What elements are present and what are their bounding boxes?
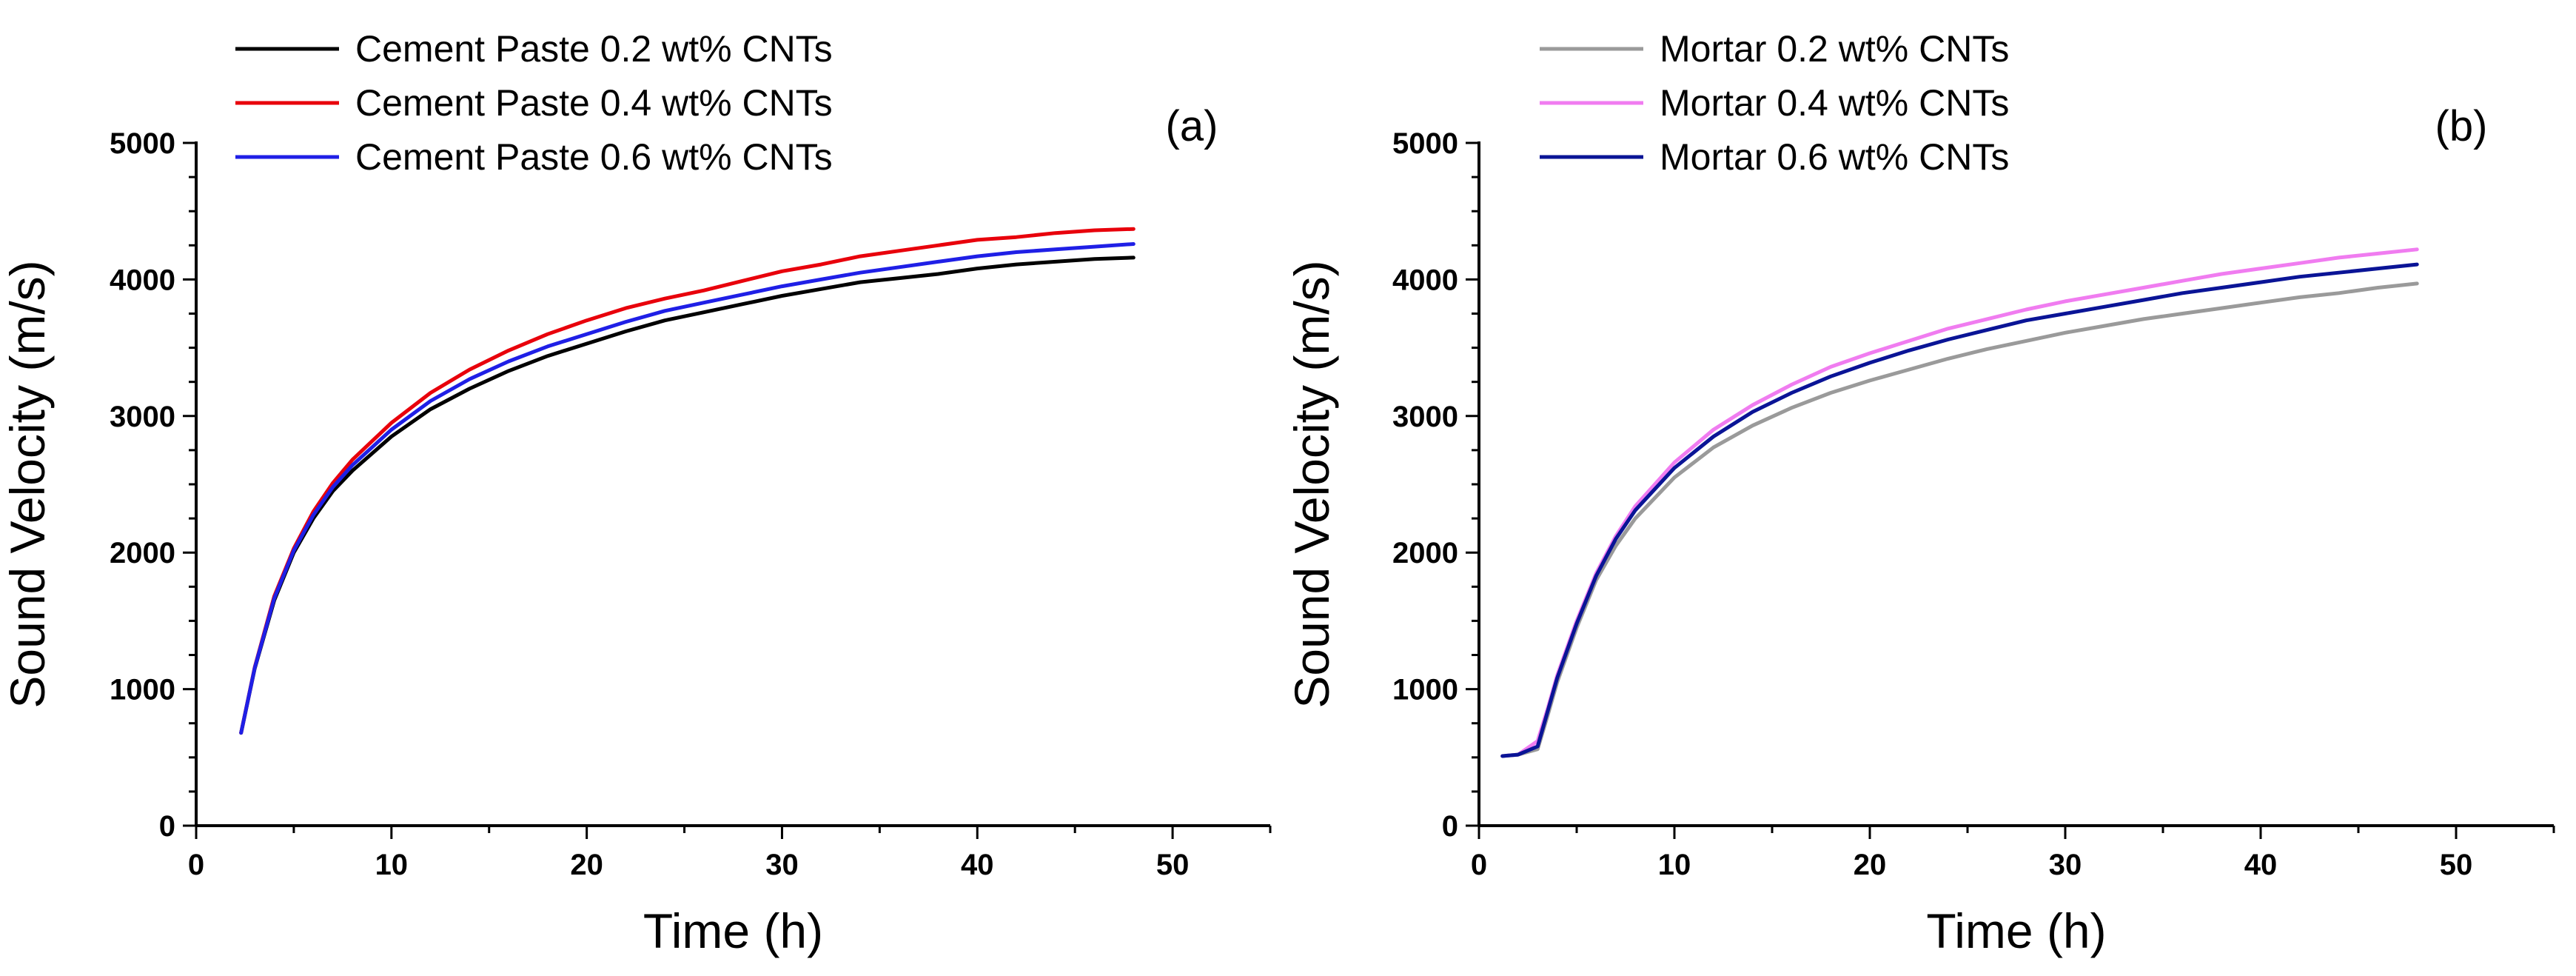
panel-b-chart: 0 10 20 30 40 50 0 1000 2000 3000 4000 5000 Time (h)… — [1284, 28, 2555, 958]
y-tick-label: 2000 — [110, 537, 175, 569]
series-line-1 — [1500, 281, 2419, 758]
y-tick-label: 0 — [159, 810, 175, 843]
series-line-2 — [1500, 247, 2419, 758]
legend-label: Mortar 0.6 wt% CNTs — [1660, 136, 2009, 178]
panel-a-chart: 0 10 20 30 40 50 0 1000 2000 3000 4000 5000 Time (h)… — [0, 28, 1272, 958]
x-tick-label: 50 — [2440, 849, 2473, 881]
x-tick-label: 20 — [570, 849, 603, 881]
y-tick-label: 4000 — [1392, 264, 1458, 296]
x-tick-label: 30 — [2049, 849, 2082, 881]
x-tick-label: 20 — [1854, 849, 1887, 881]
x-axis-title: Time (h) — [1926, 903, 2106, 958]
panel-label: (a) — [1166, 102, 1218, 150]
x-tick-label: 40 — [961, 849, 994, 881]
y-tick-label: 0 — [1442, 810, 1458, 843]
x-tick-label: 10 — [1658, 849, 1691, 881]
series-line-3 — [1500, 262, 2419, 758]
legend-label: Cement Paste 0.4 wt% CNTs — [355, 82, 833, 124]
x-tick-label: 0 — [188, 849, 204, 881]
y-tick-label: 3000 — [110, 401, 175, 433]
y-axis-title: Sound Velocity (m/s) — [1284, 260, 1339, 708]
y-axis-title: Sound Velocity (m/s) — [0, 260, 55, 708]
x-axis-title: Time (h) — [643, 903, 823, 958]
legend-label: Mortar 0.2 wt% CNTs — [1660, 28, 2009, 70]
x-tick-label: 40 — [2244, 849, 2278, 881]
x-tick-label: 0 — [1471, 849, 1487, 881]
x-tick-label: 10 — [375, 849, 409, 881]
x-tick-label: 30 — [765, 849, 799, 881]
series-line-2 — [239, 227, 1136, 735]
x-tick-label: 50 — [1156, 849, 1190, 881]
legend-label: Mortar 0.4 wt% CNTs — [1660, 82, 2009, 124]
y-tick-label: 4000 — [110, 264, 175, 296]
panel-label: (b) — [2435, 102, 2488, 150]
legend-label: Cement Paste 0.6 wt% CNTs — [355, 136, 833, 178]
y-tick-label: 5000 — [110, 127, 175, 160]
y-tick-label: 3000 — [1392, 401, 1458, 433]
y-tick-label: 5000 — [1392, 127, 1458, 160]
series-line-1 — [239, 255, 1136, 735]
y-tick-label: 2000 — [1392, 537, 1458, 569]
series-line-3 — [239, 242, 1136, 735]
y-tick-label: 1000 — [110, 674, 175, 706]
legend-label: Cement Paste 0.2 wt% CNTs — [355, 28, 833, 70]
y-tick-label: 1000 — [1392, 674, 1458, 706]
